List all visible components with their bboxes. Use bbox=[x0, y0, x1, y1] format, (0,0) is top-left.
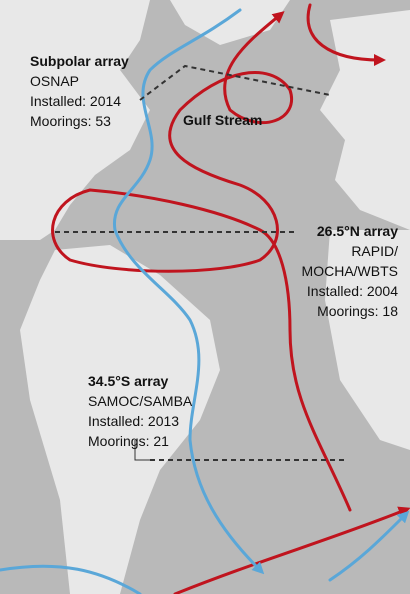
array-line: OSNAP bbox=[30, 73, 79, 89]
array-line: Moorings: 53 bbox=[30, 113, 111, 129]
current-label: Gulf Stream bbox=[183, 112, 262, 128]
array-line: Installed: 2014 bbox=[30, 93, 121, 109]
array-line: Installed: 2013 bbox=[88, 413, 179, 429]
array-line: Installed: 2004 bbox=[307, 283, 398, 299]
array-lines bbox=[55, 64, 345, 461]
array-title: Subpolar array bbox=[30, 53, 129, 69]
array-line: MOCHA/WBTS bbox=[302, 263, 398, 279]
array-title: 26.5°N array bbox=[317, 223, 398, 239]
currents bbox=[0, 3, 410, 594]
array-line: SAMOC/SAMBA bbox=[88, 393, 193, 409]
array-title: 34.5°S array bbox=[88, 373, 169, 389]
array-line: Moorings: 18 bbox=[317, 303, 398, 319]
array-line: RAPID/ bbox=[351, 243, 398, 259]
array-line: Moorings: 21 bbox=[88, 433, 169, 449]
